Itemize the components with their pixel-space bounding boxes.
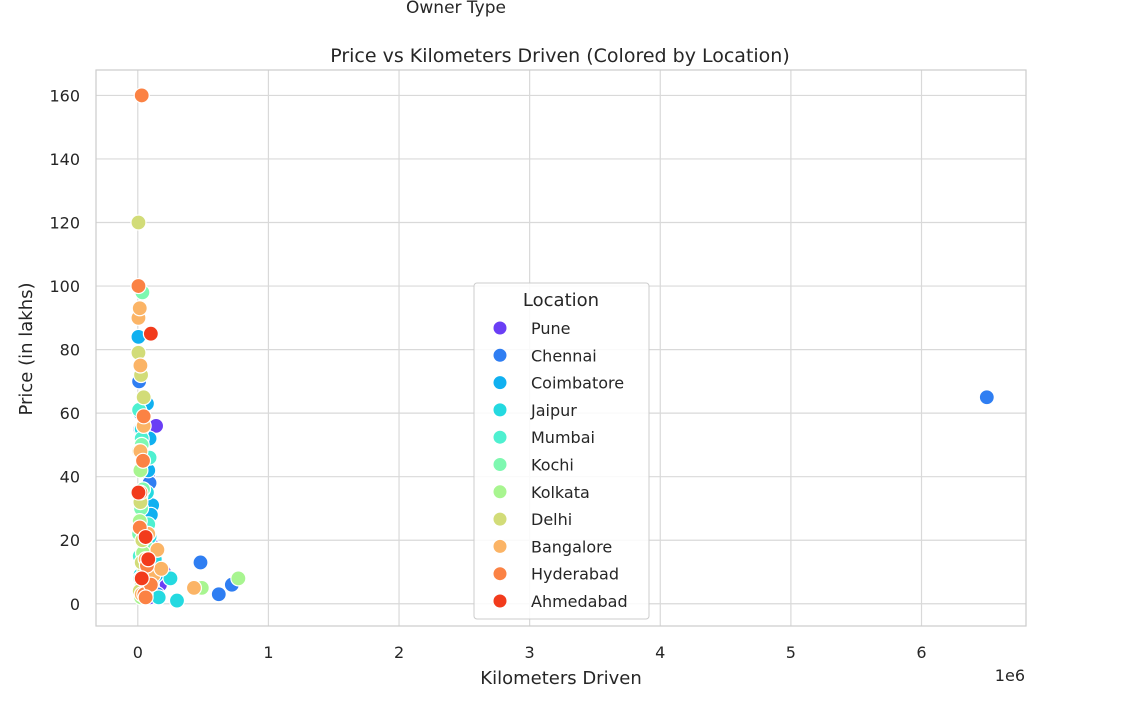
data-point-bangalore bbox=[131, 300, 148, 317]
data-point-delhi bbox=[135, 389, 152, 406]
data-point-bangalore bbox=[185, 579, 203, 596]
legend-label-chennai: Chennai bbox=[531, 346, 597, 365]
legend-label-bangalore: Bangalore bbox=[531, 537, 612, 556]
x-tick-label: 5 bbox=[786, 643, 796, 662]
legend-marker-ahmedabad bbox=[492, 593, 508, 609]
legend: Location Pune Chennai Coimbatore Jaipur Mumb… bbox=[473, 282, 650, 620]
figure-suptitle: Owner Type bbox=[406, 0, 506, 18]
data-point-ahmedabad bbox=[133, 570, 150, 587]
data-point-ahmedabad bbox=[142, 325, 159, 342]
plot-frame bbox=[95, 69, 1027, 627]
legend-label-ahmedabad: Ahmedabad bbox=[531, 592, 628, 611]
x-axis-label: Kilometers Driven bbox=[480, 668, 641, 689]
legend-marker-kochi bbox=[492, 457, 508, 472]
y-axis-label: Price (in lakhs) bbox=[16, 282, 37, 415]
x-tick-label: 3 bbox=[525, 643, 535, 662]
data-point-kolkata bbox=[230, 570, 247, 587]
data-point-chennai bbox=[210, 586, 227, 603]
data-point-hyderabad bbox=[130, 277, 147, 295]
legend-label-pune: Pune bbox=[531, 319, 571, 338]
legend-label-mumbai: Mumbai bbox=[531, 428, 595, 447]
y-tick-label: 120 bbox=[49, 214, 80, 233]
legend-marker-coimbatore bbox=[492, 375, 508, 391]
legend-title: Location bbox=[523, 290, 599, 311]
legend-label-jaipur: Jaipur bbox=[530, 401, 577, 420]
y-tick-label: 100 bbox=[49, 277, 80, 296]
legend-marker-delhi bbox=[492, 511, 508, 527]
data-point-chennai bbox=[978, 389, 995, 406]
legend-label-kochi: Kochi bbox=[531, 456, 574, 475]
data-point-bangalore bbox=[153, 560, 170, 577]
data-point-chennai bbox=[192, 554, 209, 571]
legend-marker-pune bbox=[492, 320, 508, 336]
data-point-hyderabad bbox=[135, 408, 152, 425]
x-tick-label: 4 bbox=[655, 643, 665, 662]
legend-marker-chennai bbox=[492, 347, 508, 363]
data-point-hyderabad bbox=[133, 87, 150, 104]
x-tick-label: 6 bbox=[916, 643, 926, 662]
data-point-bangalore bbox=[132, 357, 149, 374]
data-point-ahmedabad bbox=[140, 551, 157, 568]
x-axis-offset-text: 1e6 bbox=[995, 666, 1025, 685]
y-tick-label: 60 bbox=[60, 404, 80, 423]
x-tick-label: 2 bbox=[394, 643, 404, 662]
legend-label-coimbatore: Coimbatore bbox=[531, 374, 624, 393]
data-point-jaipur bbox=[168, 592, 186, 609]
legend-items: Pune Chennai Coimbatore Jaipur Mumbai Kochi Ko… bbox=[492, 319, 628, 611]
data-point-delhi bbox=[130, 214, 147, 231]
y-tick-label: 80 bbox=[60, 341, 80, 360]
data-point-ahmedabad bbox=[137, 528, 154, 546]
legend-box bbox=[473, 282, 650, 620]
legend-label-delhi: Delhi bbox=[531, 510, 572, 529]
y-tick-label: 160 bbox=[49, 86, 80, 105]
chart-title: Price vs Kilometers Driven (Colored by L… bbox=[330, 45, 790, 67]
data-point-hyderabad bbox=[137, 589, 154, 606]
y-tick-label: 140 bbox=[49, 150, 80, 169]
x-tick-label: 1 bbox=[263, 643, 273, 662]
legend-marker-kolkata bbox=[492, 484, 508, 500]
legend-marker-hyderabad bbox=[492, 566, 508, 582]
y-tick-label: 0 bbox=[70, 595, 80, 614]
y-axis-ticks: 0 20 40 60 80 100 120 140 160 bbox=[49, 86, 80, 613]
data-point-ahmedabad bbox=[130, 484, 147, 501]
data-point-hyderabad bbox=[134, 452, 152, 469]
legend-marker-mumbai bbox=[492, 429, 508, 445]
legend-marker-jaipur bbox=[492, 402, 508, 418]
y-tick-label: 20 bbox=[60, 531, 80, 550]
data-points bbox=[130, 87, 995, 609]
legend-label-hyderabad: Hyderabad bbox=[531, 565, 619, 584]
legend-marker-bangalore bbox=[492, 538, 508, 554]
y-tick-label: 40 bbox=[60, 468, 80, 487]
x-axis-ticks: 0 1 2 3 4 5 6 bbox=[133, 643, 927, 662]
x-tick-label: 0 bbox=[133, 643, 143, 662]
legend-label-kolkata: Kolkata bbox=[531, 483, 590, 502]
